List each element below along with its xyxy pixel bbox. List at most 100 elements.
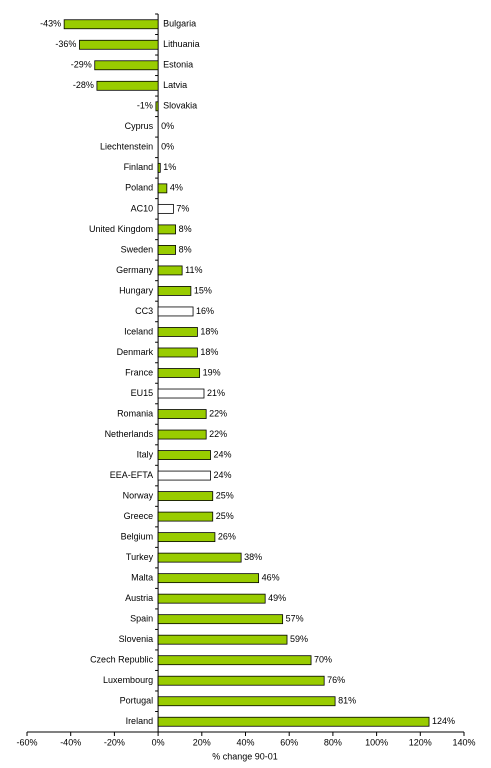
value-label: -43% <box>40 19 61 29</box>
bar <box>157 409 207 419</box>
value-label: 38% <box>244 552 262 562</box>
value-label: 24% <box>214 449 232 459</box>
bar <box>79 39 159 50</box>
category-label: Lithuania <box>163 39 200 49</box>
category-label: Iceland <box>124 326 153 336</box>
category-label: Austria <box>125 593 153 603</box>
category-label: Estonia <box>163 60 193 70</box>
bar <box>157 429 207 440</box>
bar <box>63 19 159 30</box>
category-label: Greece <box>124 511 154 521</box>
bar <box>157 491 214 501</box>
value-label: 19% <box>203 367 221 377</box>
x-tick-label: -40% <box>60 737 81 747</box>
x-axis-label: % change 90-01 <box>212 751 278 761</box>
bar <box>157 634 288 645</box>
x-tick-label: 40% <box>236 737 254 747</box>
value-label: 25% <box>216 511 234 521</box>
value-label: -29% <box>71 60 92 70</box>
bar <box>157 614 284 625</box>
value-label: 1% <box>163 162 176 172</box>
category-label: Bulgaria <box>163 19 196 29</box>
value-label: 8% <box>179 224 192 234</box>
bar <box>157 696 336 707</box>
bar <box>157 450 211 460</box>
value-label: 81% <box>338 696 356 706</box>
bar <box>157 368 201 378</box>
category-label: Luxembourg <box>103 675 153 685</box>
x-tick-label: 100% <box>365 737 388 747</box>
value-label: 46% <box>262 573 280 583</box>
category-label: France <box>125 367 153 377</box>
category-label: United Kingdom <box>89 224 153 234</box>
category-label: Slovakia <box>163 101 197 111</box>
bar <box>157 224 176 235</box>
value-label: 18% <box>200 326 218 336</box>
bar <box>157 470 211 481</box>
x-tick-label: -20% <box>104 737 125 747</box>
x-tick-label: 120% <box>409 737 432 747</box>
category-label: Malta <box>131 573 153 583</box>
bar <box>157 245 176 255</box>
category-label: CC3 <box>135 306 153 316</box>
x-tick-label: 0% <box>152 737 165 747</box>
bar <box>157 286 192 296</box>
category-label: Slovenia <box>119 634 154 644</box>
bar <box>96 80 159 91</box>
bar <box>157 265 183 276</box>
value-label: 49% <box>268 593 286 603</box>
x-tick-label: 20% <box>193 737 211 747</box>
bar <box>157 552 242 563</box>
category-label: Czech Republic <box>90 655 154 665</box>
category-label: Netherlands <box>105 429 154 439</box>
bar <box>157 532 216 543</box>
bar <box>157 655 312 666</box>
value-label: 57% <box>286 614 304 624</box>
value-label: -36% <box>55 39 76 49</box>
bar <box>94 60 159 71</box>
category-label: AC10 <box>131 203 154 213</box>
category-label: Ireland <box>126 716 154 726</box>
category-label: EEA-EFTA <box>110 470 153 480</box>
x-tick-label: 60% <box>280 737 298 747</box>
category-label: Italy <box>137 449 154 459</box>
bar <box>157 716 430 727</box>
category-label: Liechtenstein <box>100 142 153 152</box>
category-label: Denmark <box>117 347 154 357</box>
value-label: 76% <box>327 675 345 685</box>
value-label: 124% <box>432 716 455 726</box>
category-label: Sweden <box>121 244 154 254</box>
category-label: Germany <box>116 265 154 275</box>
category-label: Romania <box>117 408 153 418</box>
category-label: Turkey <box>126 552 154 562</box>
value-label: 26% <box>218 531 236 541</box>
category-label: Finland <box>124 162 154 172</box>
category-label: Hungary <box>119 285 154 295</box>
category-label: Poland <box>125 183 153 193</box>
category-label: Cyprus <box>125 121 154 131</box>
value-label: 4% <box>170 183 183 193</box>
bar <box>155 101 159 112</box>
bar <box>157 675 325 686</box>
value-label: 0% <box>161 142 174 152</box>
x-tick-label: 140% <box>452 737 475 747</box>
bar <box>157 162 161 173</box>
category-label: Portugal <box>120 696 154 706</box>
category-label: Belgium <box>121 531 154 541</box>
bar <box>157 347 198 358</box>
bar <box>157 511 214 522</box>
bar <box>157 573 260 584</box>
value-label: 18% <box>200 347 218 357</box>
bar <box>157 327 198 337</box>
bar <box>157 388 205 399</box>
value-label: 15% <box>194 285 212 295</box>
x-tick-label: 80% <box>324 737 342 747</box>
category-label: Latvia <box>163 80 187 90</box>
category-label: EU15 <box>131 388 154 398</box>
bar <box>157 306 194 317</box>
value-label: 24% <box>214 470 232 480</box>
value-label: 7% <box>176 203 189 213</box>
value-label: 11% <box>185 265 202 275</box>
value-label: 21% <box>207 388 225 398</box>
